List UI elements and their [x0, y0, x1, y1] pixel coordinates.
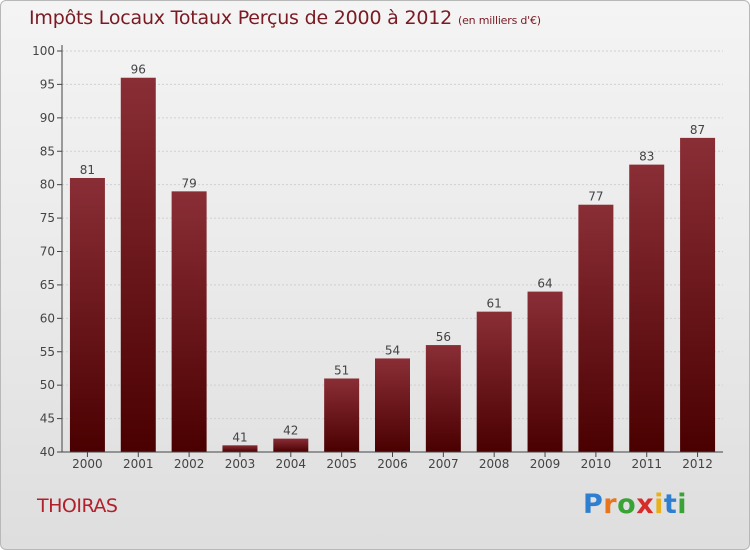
- bar-value-label: 77: [588, 190, 603, 204]
- y-tick-label: 45: [40, 412, 55, 426]
- bar-value-label: 81: [80, 163, 95, 177]
- y-tick-label: 40: [40, 445, 55, 459]
- bar-value-label: 54: [385, 343, 400, 357]
- y-tick-label: 85: [40, 144, 55, 158]
- bar: [273, 438, 309, 452]
- x-tick-label: 2010: [581, 457, 612, 471]
- y-tick-label: 60: [40, 311, 55, 325]
- bar-value-label: 87: [690, 123, 705, 137]
- bar: [171, 191, 207, 452]
- x-tick-label: 2002: [174, 457, 205, 471]
- y-tick-label: 70: [40, 245, 55, 259]
- x-tick-label: 2009: [530, 457, 561, 471]
- chart-unit-label: (en milliers d'€): [458, 14, 541, 27]
- chart-title: Impôts Locaux Totaux Perçus de 2000 à 20…: [29, 7, 541, 29]
- x-tick-label: 2006: [377, 457, 408, 471]
- bar-value-label: 79: [181, 176, 196, 190]
- labels: 40 45 50 55 60 65 70 75 80 85 90 95 100 81 2000 96 2001 7…: [32, 44, 713, 471]
- y-tick-label: 90: [40, 111, 55, 125]
- y-tick-label: 95: [40, 77, 55, 91]
- x-tick-label: 2005: [326, 457, 357, 471]
- y-tick-label: 80: [40, 178, 55, 192]
- x-tick-label: 2004: [276, 457, 307, 471]
- bar-value-label: 56: [436, 330, 451, 344]
- logo-letter: o: [617, 489, 637, 520]
- y-tick-label: 75: [40, 211, 55, 225]
- bar-value-label: 51: [334, 363, 349, 377]
- x-tick-label: 2008: [479, 457, 510, 471]
- bar-value-label: 83: [639, 150, 654, 164]
- x-tick-label: 2011: [631, 457, 662, 471]
- logo-letter: P: [583, 489, 604, 520]
- bar: [476, 311, 512, 452]
- bar-value-label: 41: [232, 430, 247, 444]
- bar: [680, 137, 716, 452]
- x-tick-label: 2000: [72, 457, 103, 471]
- x-tick-label: 2007: [428, 457, 459, 471]
- y-tick-label: 50: [40, 378, 55, 392]
- logo-letter: x: [636, 489, 655, 520]
- bar-value-label: 96: [131, 63, 146, 77]
- y-tick-label: 55: [40, 345, 55, 359]
- axes: [57, 45, 723, 457]
- bar-value-label: 42: [283, 424, 298, 438]
- y-tick-label: 65: [40, 278, 55, 292]
- x-tick-label: 2003: [225, 457, 256, 471]
- bar-value-label: 64: [537, 277, 552, 291]
- x-tick-label: 2012: [682, 457, 713, 471]
- bar: [69, 177, 105, 452]
- x-tick-label: 2001: [123, 457, 154, 471]
- bar: [324, 378, 360, 452]
- bar: [120, 77, 156, 452]
- town-name: THOIRAS: [37, 495, 118, 517]
- proxiti-logo[interactable]: Proxiti: [583, 489, 687, 520]
- bar: [425, 345, 461, 452]
- bar: [375, 358, 410, 452]
- y-tick-label: 100: [32, 44, 55, 58]
- logo-letter: t: [663, 489, 678, 520]
- chart-title-text: Impôts Locaux Totaux Perçus de 2000 à 20…: [29, 7, 453, 29]
- bar: [222, 445, 258, 452]
- bar: [527, 291, 563, 452]
- logo-letter: r: [603, 489, 618, 520]
- logo-letter: i: [677, 489, 688, 520]
- bar: [629, 164, 665, 452]
- logo-letter: i: [654, 489, 664, 520]
- bar-value-label: 61: [487, 297, 502, 311]
- bars: [69, 77, 716, 452]
- bar: [578, 204, 614, 452]
